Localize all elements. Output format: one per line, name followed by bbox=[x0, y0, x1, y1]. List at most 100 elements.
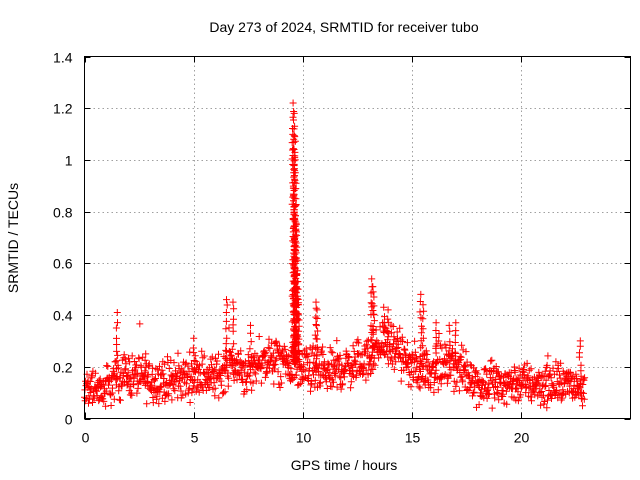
data-point bbox=[462, 348, 470, 356]
data-point bbox=[155, 400, 163, 408]
data-point bbox=[370, 342, 378, 350]
data-point bbox=[230, 376, 238, 384]
data-point bbox=[545, 387, 553, 394]
data-point bbox=[330, 378, 337, 386]
data-point bbox=[318, 347, 325, 355]
data-point bbox=[157, 383, 165, 391]
data-point bbox=[289, 145, 297, 153]
data-point bbox=[331, 361, 339, 369]
data-point bbox=[250, 368, 258, 376]
data-point bbox=[370, 302, 378, 310]
data-point bbox=[580, 395, 588, 403]
data-point bbox=[222, 317, 230, 325]
data-point bbox=[165, 365, 173, 372]
data-point bbox=[489, 374, 497, 382]
data-point bbox=[388, 354, 396, 362]
data-point bbox=[354, 336, 362, 344]
data-points bbox=[81, 99, 589, 412]
data-point bbox=[293, 292, 301, 300]
data-point bbox=[419, 373, 427, 380]
data-point bbox=[190, 334, 198, 342]
data-point bbox=[223, 334, 231, 342]
data-point bbox=[93, 392, 101, 400]
data-point bbox=[535, 368, 543, 376]
data-point bbox=[565, 370, 573, 378]
data-point bbox=[294, 333, 302, 341]
data-point bbox=[411, 348, 419, 356]
data-point bbox=[311, 376, 319, 384]
data-point bbox=[135, 355, 143, 363]
data-point bbox=[106, 377, 114, 385]
data-point bbox=[261, 350, 269, 358]
data-point bbox=[416, 360, 424, 367]
data-point bbox=[547, 390, 555, 398]
data-point bbox=[293, 228, 300, 236]
data-point bbox=[298, 367, 306, 375]
data-point bbox=[211, 392, 219, 400]
data-point bbox=[148, 370, 156, 378]
data-point bbox=[293, 243, 301, 251]
data-point bbox=[113, 347, 121, 355]
data-point bbox=[290, 178, 298, 186]
data-point bbox=[324, 359, 332, 367]
data-point bbox=[331, 370, 339, 377]
data-point bbox=[313, 315, 321, 322]
data-point bbox=[293, 278, 301, 286]
data-point bbox=[290, 135, 298, 143]
data-point bbox=[255, 333, 263, 340]
y-tick-label: 1.2 bbox=[53, 101, 73, 117]
data-point bbox=[268, 353, 276, 361]
data-point bbox=[432, 342, 440, 350]
data-point bbox=[296, 364, 304, 372]
data-point bbox=[370, 317, 378, 325]
data-point bbox=[97, 394, 105, 401]
data-point bbox=[469, 392, 476, 400]
data-point bbox=[556, 371, 563, 379]
data-point bbox=[269, 349, 277, 357]
data-point bbox=[458, 341, 466, 349]
data-point bbox=[532, 384, 540, 392]
data-point bbox=[312, 363, 320, 371]
data-point bbox=[334, 355, 342, 363]
data-point bbox=[124, 369, 132, 377]
data-point bbox=[396, 324, 404, 332]
data-point bbox=[432, 334, 440, 341]
data-point bbox=[192, 387, 200, 395]
data-point bbox=[313, 361, 320, 369]
x-tick-labels: 0 5 10 15 20 bbox=[82, 430, 530, 446]
data-point bbox=[417, 344, 425, 352]
data-point bbox=[174, 349, 182, 357]
data-point bbox=[541, 398, 549, 405]
data-point bbox=[419, 351, 427, 359]
data-point bbox=[113, 341, 121, 348]
y-tick-label: 1.4 bbox=[53, 50, 73, 66]
data-point bbox=[450, 387, 458, 395]
data-point bbox=[344, 353, 352, 360]
data-point bbox=[229, 298, 237, 306]
data-point bbox=[105, 381, 112, 389]
data-point bbox=[292, 371, 300, 379]
data-point bbox=[168, 376, 175, 384]
data-point bbox=[416, 308, 424, 316]
data-point bbox=[257, 379, 265, 387]
y-tick-label: 1 bbox=[65, 153, 73, 169]
data-point bbox=[171, 387, 179, 395]
data-point bbox=[364, 344, 372, 352]
data-point bbox=[432, 327, 440, 334]
data-point bbox=[479, 392, 487, 400]
data-point bbox=[384, 306, 392, 314]
data-point bbox=[222, 346, 230, 354]
data-point bbox=[280, 342, 288, 350]
data-point bbox=[420, 307, 428, 315]
data-point bbox=[211, 384, 219, 392]
data-point bbox=[253, 352, 261, 360]
data-point bbox=[308, 380, 316, 388]
data-point bbox=[109, 384, 116, 392]
data-point bbox=[393, 328, 401, 336]
data-point bbox=[390, 333, 398, 341]
data-point bbox=[432, 319, 440, 327]
data-point bbox=[457, 353, 465, 361]
data-point bbox=[102, 402, 110, 410]
data-point bbox=[427, 369, 435, 377]
data-point bbox=[281, 345, 289, 353]
